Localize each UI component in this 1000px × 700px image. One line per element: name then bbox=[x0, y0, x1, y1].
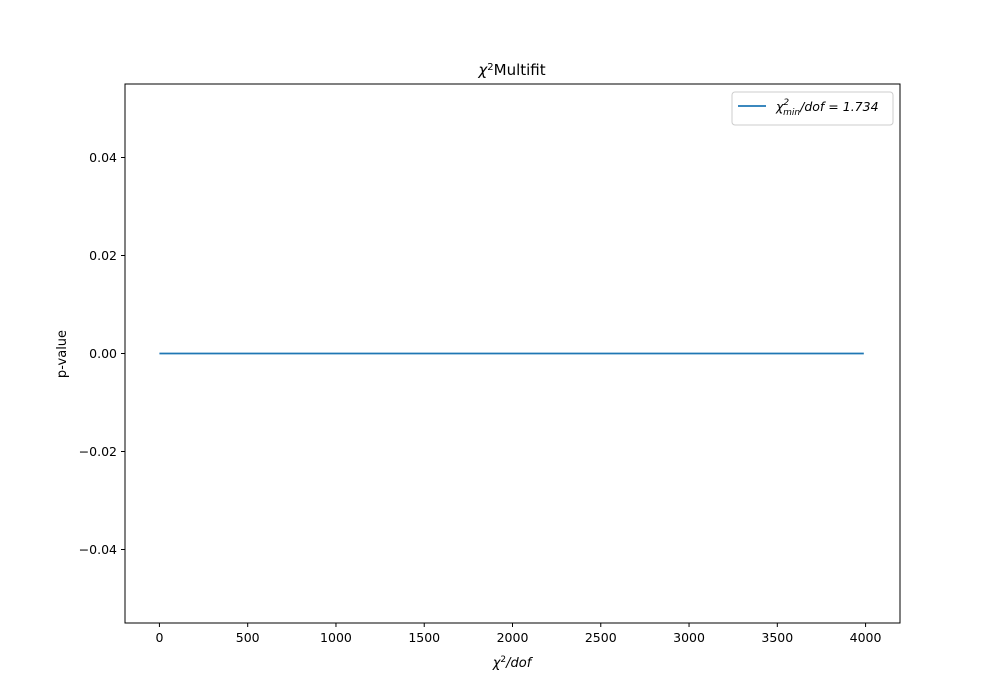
y-axis-label: p-value bbox=[55, 330, 70, 378]
x-tick-label: 2000 bbox=[497, 630, 529, 645]
y-tick-label: −0.02 bbox=[79, 444, 117, 459]
x-tick-label: 0 bbox=[155, 630, 163, 645]
y-tick-label: 0.04 bbox=[89, 150, 117, 165]
x-tick-label: 1000 bbox=[320, 630, 352, 645]
x-tick-label: 4000 bbox=[850, 630, 882, 645]
y-tick-label: 0.00 bbox=[89, 346, 117, 361]
legend-box bbox=[731, 91, 894, 126]
x-axis-label: χ2/dof bbox=[492, 655, 534, 671]
legend: χ2 min/dof = 1.734 bbox=[731, 91, 894, 126]
x-tick-label: 3500 bbox=[761, 630, 793, 645]
x-tick-label: 1500 bbox=[408, 630, 440, 645]
legend-label: χ2 min/dof = 1.734 bbox=[775, 98, 879, 118]
y-tick-label: −0.04 bbox=[79, 542, 117, 557]
x-tick-label: 500 bbox=[236, 630, 260, 645]
chart-title: χ2Multifit bbox=[477, 61, 545, 79]
y-tick-label: 0.02 bbox=[89, 248, 117, 263]
x-tick-label: 2500 bbox=[585, 630, 617, 645]
x-tick-label: 3000 bbox=[673, 630, 705, 645]
y-axis-ticks: −0.04 −0.02 0.00 0.02 0.04 bbox=[79, 150, 125, 557]
x-axis-ticks: 0 500 1000 1500 2000 2500 3000 3500 4000 bbox=[155, 623, 882, 645]
